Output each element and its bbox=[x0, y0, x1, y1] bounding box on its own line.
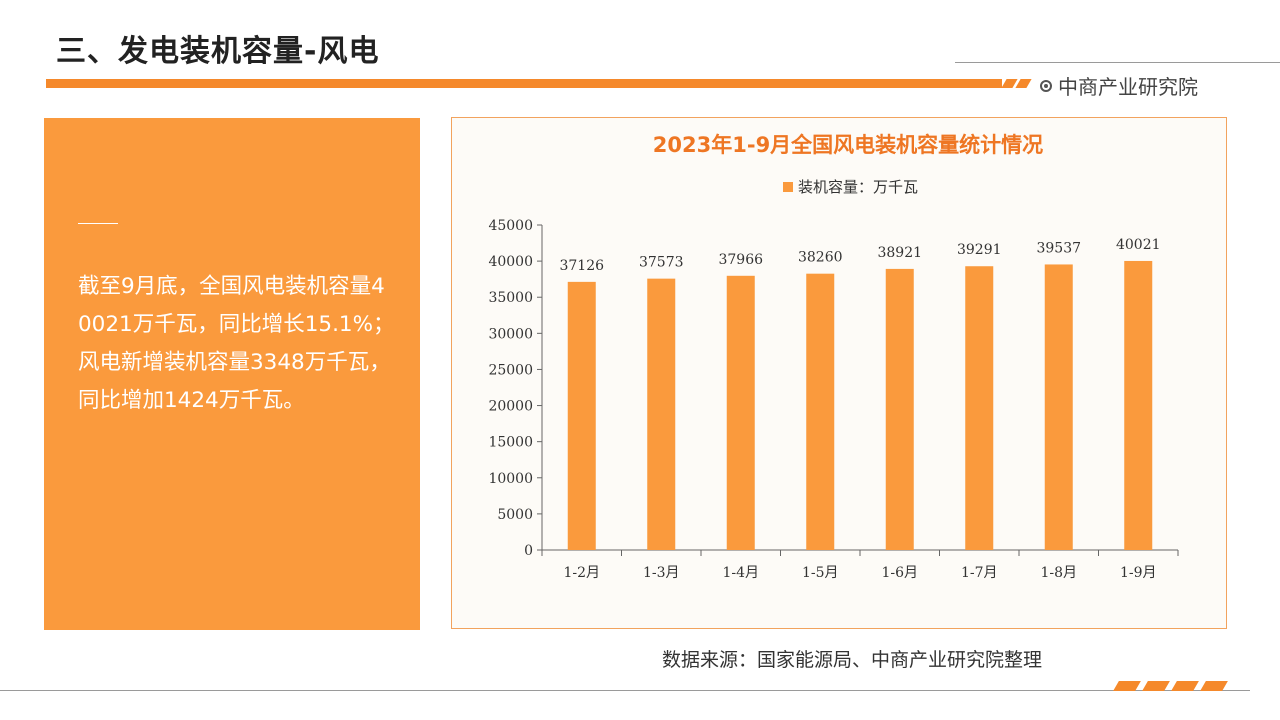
chart-container: 2023年1-9月全国风电装机容量统计情况 装机容量：万千瓦 0 5000 1000… bbox=[451, 117, 1227, 629]
y-tick-label: 0 bbox=[524, 543, 533, 559]
bar-value-label: 38921 bbox=[877, 245, 922, 261]
summary-panel: 截至9月底，全国风电装机容量40021万千瓦，同比增长15.1%；风电新增装机容… bbox=[44, 118, 420, 630]
panel-dash bbox=[78, 223, 118, 224]
bar bbox=[885, 268, 914, 550]
header-gray-rule bbox=[955, 62, 1280, 63]
y-tick-label: 20000 bbox=[488, 399, 533, 415]
x-tick-label: 1-7月 bbox=[961, 565, 998, 581]
y-tick-label: 40000 bbox=[488, 254, 533, 270]
x-tick-label: 1-2月 bbox=[563, 565, 600, 581]
bar-value-label: 40021 bbox=[1116, 237, 1161, 253]
bar-chart: 2023年1-9月全国风电装机容量统计情况 装机容量：万千瓦 0 5000 1000… bbox=[488, 133, 1179, 581]
x-tick-label: 1-3月 bbox=[643, 565, 680, 581]
brand: 中商产业研究院 bbox=[1040, 71, 1198, 100]
legend-label: 装机容量：万千瓦 bbox=[798, 178, 918, 196]
bar-value-label: 39537 bbox=[1036, 240, 1081, 256]
brand-name: 中商产业研究院 bbox=[1058, 75, 1198, 99]
y-tick-label: 30000 bbox=[488, 326, 533, 342]
x-tick-label: 1-9月 bbox=[1120, 565, 1157, 581]
bar bbox=[1044, 264, 1073, 550]
bar bbox=[726, 275, 755, 550]
y-tick-label: 10000 bbox=[488, 471, 533, 487]
y-tick-label: 25000 bbox=[488, 362, 533, 378]
page-title: 三、发电装机容量-风电 bbox=[56, 34, 380, 69]
chart-title: 2023年1-9月全国风电装机容量统计情况 bbox=[653, 133, 1043, 157]
x-tick-label: 1-8月 bbox=[1040, 565, 1077, 581]
bar bbox=[965, 266, 994, 550]
y-tick-label: 45000 bbox=[488, 218, 533, 234]
bar bbox=[647, 278, 676, 550]
header-orange-rule bbox=[46, 79, 1002, 88]
bar-value-label: 38260 bbox=[798, 250, 843, 266]
x-tick-label: 1-4月 bbox=[722, 565, 759, 581]
bar bbox=[567, 281, 596, 550]
bar bbox=[806, 273, 835, 550]
bar-value-label: 37573 bbox=[639, 255, 684, 271]
bar bbox=[1124, 260, 1153, 550]
y-tick-label: 15000 bbox=[488, 435, 533, 451]
y-tick-label: 35000 bbox=[488, 290, 533, 306]
bar-value-label: 39291 bbox=[957, 242, 1002, 258]
x-tick-label: 1-6月 bbox=[881, 565, 918, 581]
x-tick-label: 1-5月 bbox=[802, 565, 839, 581]
brand-logo-icon bbox=[1040, 79, 1052, 92]
y-tick-label: 5000 bbox=[497, 507, 533, 523]
footer-rule bbox=[0, 690, 1250, 691]
legend-swatch bbox=[783, 182, 793, 192]
bar-value-label: 37966 bbox=[718, 252, 763, 268]
summary-text: 截至9月底，全国风电装机容量40021万千瓦，同比增长15.1%；风电新增装机容… bbox=[78, 274, 395, 413]
bar-value-label: 37126 bbox=[559, 258, 604, 274]
data-source: 数据来源：国家能源局、中商产业研究院整理 bbox=[662, 649, 1043, 671]
